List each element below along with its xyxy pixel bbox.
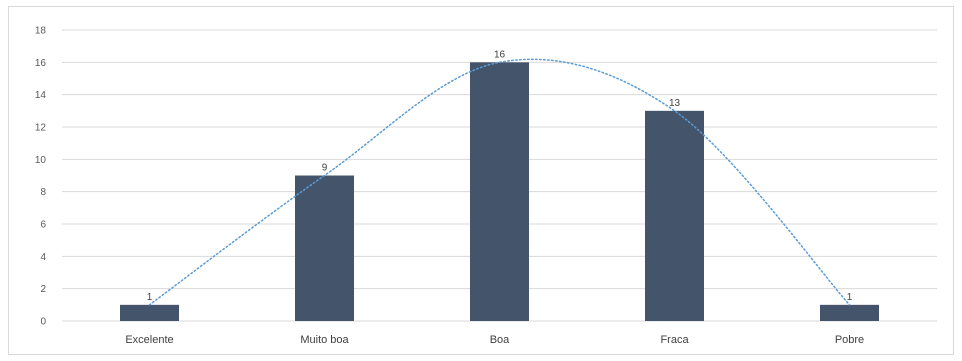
y-tick-label: 18 — [35, 26, 47, 37]
y-tick-label: 12 — [35, 123, 47, 134]
bars — [120, 62, 879, 321]
y-tick-label: 10 — [35, 155, 47, 166]
data-label: 1 — [847, 292, 853, 303]
data-label: 13 — [669, 98, 681, 109]
x-category-label: Boa — [490, 334, 510, 346]
y-tick-label: 0 — [40, 317, 46, 328]
bar-muito-boa — [295, 175, 354, 321]
bar-pobre — [820, 304, 879, 321]
y-axis-tick-labels: 0 2 4 6 8 10 12 14 16 18 — [35, 26, 47, 328]
x-axis-category-labels: Excelente Muito boa Boa Fraca Pobre — [125, 334, 864, 346]
trendline — [148, 58, 851, 306]
trendline-path — [148, 58, 851, 306]
x-category-label: Fraca — [660, 334, 689, 346]
y-tick-label: 6 — [40, 220, 46, 231]
y-tick-label: 2 — [40, 284, 46, 295]
x-category-label: Muito boa — [300, 334, 349, 346]
data-label: 9 — [322, 163, 328, 174]
y-tick-label: 4 — [40, 252, 46, 263]
bar-excelente — [120, 304, 179, 321]
y-tick-label: 8 — [40, 187, 46, 198]
x-category-label: Excelente — [125, 334, 173, 346]
y-tick-label: 16 — [35, 58, 47, 69]
x-category-label: Pobre — [835, 334, 864, 346]
bar-boa — [470, 62, 529, 321]
data-label: 16 — [494, 49, 506, 60]
bar-fraca — [645, 110, 704, 321]
data-label: 1 — [147, 292, 153, 303]
y-tick-label: 14 — [35, 90, 47, 101]
